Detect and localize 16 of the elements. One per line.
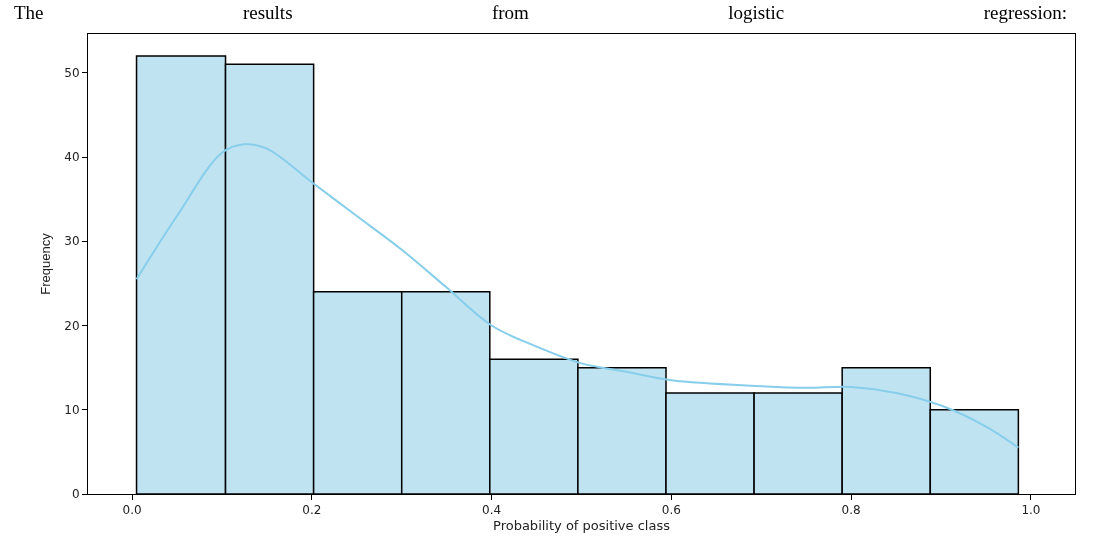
y-tick-label: 20 <box>64 318 80 333</box>
y-axis-title: Frequency <box>38 232 54 295</box>
line-series <box>135 143 1020 449</box>
y-tick-label: 0 <box>71 487 80 502</box>
x-axis-title: Probability of positive class <box>493 518 671 533</box>
y-tick-label: 50 <box>64 65 80 80</box>
y-tick-label: 40 <box>64 150 80 165</box>
chart-title: The results from logistic regression: <box>13 1 1068 25</box>
x-tick-label: 0.4 <box>482 503 502 518</box>
x-tick-label: 0.6 <box>661 503 681 518</box>
y-tick-label: 10 <box>64 402 80 417</box>
x-tick-label: 0.0 <box>122 503 142 518</box>
x-tick-label: 1.0 <box>1021 503 1041 518</box>
y-tick-label: 30 <box>64 234 80 249</box>
x-tick-label: 0.2 <box>302 503 322 518</box>
x-tick-label: 0.8 <box>841 503 861 518</box>
